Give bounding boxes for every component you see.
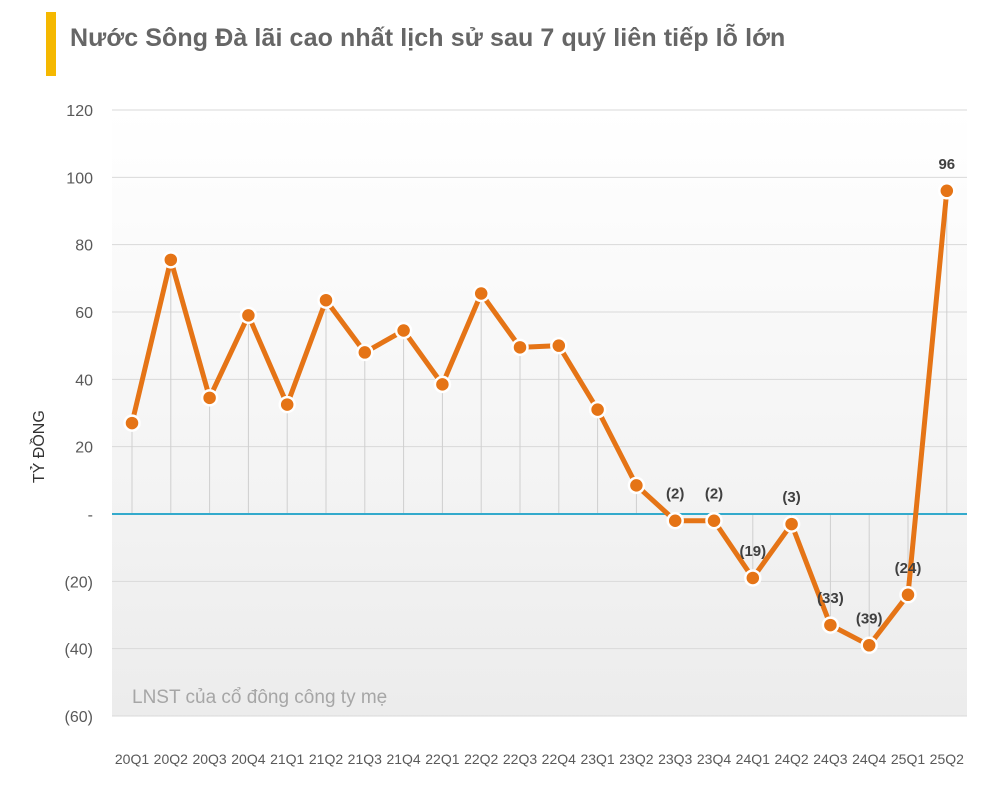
- x-tick-label: 22Q4: [542, 751, 576, 767]
- data-label: (39): [856, 610, 883, 627]
- x-tick-label: 24Q2: [774, 751, 808, 767]
- y-tick-label: (60): [65, 709, 93, 726]
- x-tick-label: 20Q3: [192, 751, 226, 767]
- data-point: [666, 511, 684, 530]
- x-tick-label: 20Q1: [115, 751, 149, 767]
- x-tick-label: 20Q2: [154, 751, 188, 767]
- y-tick-label: -: [88, 507, 93, 524]
- data-point: [472, 284, 490, 303]
- data-point: [588, 400, 607, 419]
- chart-title: Nước Sông Đà lãi cao nhất lịch sử sau 7 …: [70, 24, 786, 52]
- y-tick-label: (40): [65, 642, 93, 659]
- data-label: (33): [817, 590, 844, 607]
- data-point: [821, 616, 840, 634]
- data-point: [162, 251, 180, 269]
- x-tick-label: 21Q3: [348, 751, 382, 767]
- data-point: [550, 336, 568, 355]
- x-tick-label: 24Q1: [736, 751, 770, 767]
- x-tick-label: 21Q4: [386, 751, 420, 767]
- x-tick-label: 22Q2: [464, 751, 498, 767]
- data-point: [123, 414, 141, 432]
- data-label: (2): [705, 486, 723, 503]
- x-tick-label: 24Q4: [852, 751, 886, 767]
- x-tick-label: 22Q3: [503, 751, 537, 767]
- series-line: [129, 188, 950, 648]
- data-point: [356, 343, 374, 362]
- y-tick-label: 100: [66, 170, 93, 187]
- x-tick-label: 25Q1: [891, 751, 925, 767]
- data-point: [938, 182, 956, 200]
- y-tick-label: 80: [75, 238, 93, 255]
- data-point: [433, 375, 452, 394]
- y-tick-label: 120: [66, 103, 93, 120]
- x-tick-label: 23Q2: [619, 751, 653, 767]
- x-tick-label: 22Q1: [425, 751, 459, 767]
- data-point: [627, 476, 646, 495]
- y-tick-label: 60: [75, 305, 93, 322]
- data-label: (24): [895, 560, 922, 577]
- data-label: 96: [938, 156, 955, 173]
- data-point: [511, 338, 529, 357]
- series-annotation: LNST của cổ đông công ty mẹ: [132, 687, 387, 708]
- data-point: [860, 636, 878, 655]
- y-axis-label: TỶ ĐỒNG: [29, 410, 48, 483]
- data-point: [394, 321, 413, 340]
- x-tick-label: 21Q2: [309, 751, 343, 767]
- data-point: [200, 389, 219, 407]
- data-point: [317, 291, 335, 309]
- x-tick-label: 21Q1: [270, 751, 304, 767]
- data-point: [239, 306, 258, 325]
- data-point: [705, 511, 723, 530]
- data-point: [899, 586, 917, 604]
- data-label: (2): [666, 486, 684, 503]
- data-point: [744, 569, 762, 587]
- x-tick-label: 23Q3: [658, 751, 692, 767]
- x-tick-label: 23Q1: [580, 751, 614, 767]
- title-accent-bar: [46, 12, 56, 76]
- data-point: [278, 395, 296, 414]
- x-tick-label: 23Q4: [697, 751, 731, 767]
- y-tick-label: 20: [75, 440, 93, 457]
- y-tick-label: (20): [65, 574, 93, 591]
- x-tick-label: 20Q4: [231, 751, 265, 767]
- x-tick-label: 25Q2: [930, 751, 964, 767]
- x-tick-label: 24Q3: [813, 751, 847, 767]
- y-tick-label: 40: [75, 372, 93, 389]
- data-point: [782, 515, 801, 533]
- data-label: (3): [782, 489, 800, 506]
- data-label: (19): [739, 543, 766, 560]
